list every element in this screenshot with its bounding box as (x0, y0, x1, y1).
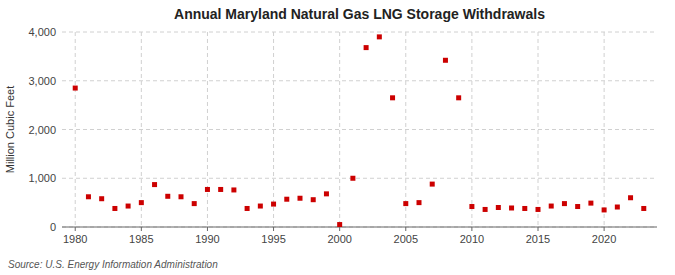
point (205, 187, 210, 192)
x-tick (538, 227, 539, 231)
x-tick (339, 227, 340, 231)
point (165, 194, 170, 199)
x-grid-line (273, 32, 274, 227)
y-grid-line (62, 178, 657, 179)
x-grid-line (75, 32, 76, 227)
x-tick (604, 227, 605, 231)
point (192, 201, 197, 206)
y-grid-line (62, 32, 657, 33)
point (258, 204, 263, 209)
y-grid-line (62, 80, 657, 81)
x-tick-label: 2005 (394, 233, 418, 245)
x-tick-label: 2010 (460, 233, 484, 245)
y-grid-line (62, 129, 657, 130)
point (509, 205, 514, 210)
point (284, 197, 289, 202)
x-tick-label: 1990 (195, 233, 219, 245)
x-grid-line (604, 32, 605, 227)
point (430, 182, 435, 187)
point (496, 205, 501, 210)
point (139, 200, 144, 205)
point (390, 95, 395, 100)
point (522, 206, 527, 211)
point (443, 58, 448, 63)
x-grid-line (339, 32, 340, 227)
point (324, 191, 329, 196)
point (231, 187, 236, 192)
point (73, 86, 78, 91)
y-tick-label: 2,000 (28, 124, 56, 136)
point (641, 206, 646, 211)
point (311, 197, 316, 202)
x-tick-label: 2020 (592, 233, 616, 245)
y-tick-label: 1,000 (28, 172, 56, 184)
point (245, 206, 250, 211)
y-tick-label: 4,000 (28, 26, 56, 38)
point (126, 204, 131, 209)
point (602, 207, 607, 212)
x-tick (273, 227, 274, 231)
point (179, 194, 184, 199)
point (298, 196, 303, 201)
source-note: Source: U.S. Energy Information Administ… (8, 259, 218, 270)
x-tick (207, 227, 208, 231)
point (456, 95, 461, 100)
y-tick-label: 3,000 (28, 75, 56, 87)
point (99, 196, 104, 201)
x-grid-line (471, 32, 472, 227)
points (73, 34, 647, 227)
y-tick-label: 0 (50, 221, 56, 233)
point (549, 204, 554, 209)
point (483, 207, 488, 212)
grid (62, 32, 657, 227)
x-tick-label: 1995 (261, 233, 285, 245)
x-axis-line (62, 227, 657, 228)
point (562, 201, 567, 206)
x-grid-line (405, 32, 406, 227)
point (152, 182, 157, 187)
title: Annual Maryland Natural Gas LNG Storage … (174, 6, 545, 22)
x-tick-label: 2000 (327, 233, 351, 245)
point (469, 204, 474, 209)
y-grid-line (62, 227, 657, 228)
x-grid-line (538, 32, 539, 227)
point (417, 200, 422, 205)
point (628, 195, 633, 200)
point (271, 202, 276, 207)
x-tick (75, 227, 76, 231)
x-tick-label: 1980 (63, 233, 87, 245)
point (350, 176, 355, 181)
page: {"chart_data": { "type": "scatter", "tit… (0, 0, 675, 275)
point (403, 201, 408, 206)
axes: 0 1,000 2,000 3,000 4,000 1980 1985 1990 1995 200… (28, 26, 657, 245)
y-axis-label: Million Cubic Feet (4, 86, 16, 173)
point (575, 204, 580, 209)
point (364, 45, 369, 50)
point (337, 222, 342, 227)
chart-container: Annual Maryland Natural Gas LNG Storage … (0, 0, 675, 275)
point (615, 205, 620, 210)
point (218, 187, 223, 192)
point (86, 194, 91, 199)
x-tick-label: 2015 (526, 233, 550, 245)
point (536, 207, 541, 212)
x-grid-line (207, 32, 208, 227)
x-tick-label: 1985 (129, 233, 153, 245)
point (377, 34, 382, 39)
point (112, 206, 117, 211)
x-tick (405, 227, 406, 231)
x-tick (471, 227, 472, 231)
chart: Annual Maryland Natural Gas LNG Storage … (0, 0, 675, 275)
x-tick (141, 227, 142, 231)
x-grid-line (141, 32, 142, 227)
point (588, 201, 593, 206)
